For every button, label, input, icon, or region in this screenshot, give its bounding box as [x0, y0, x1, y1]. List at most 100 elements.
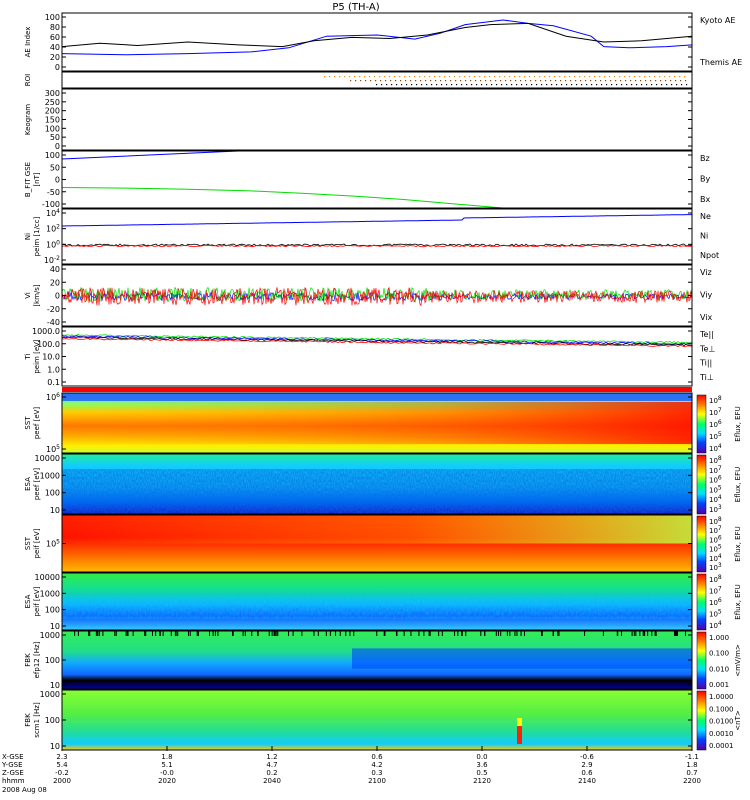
esa_i-ytick-label: 1000 — [40, 589, 60, 598]
roi-dot — [489, 76, 491, 78]
fbk-e-stripe — [159, 631, 161, 636]
roi-dot — [490, 80, 492, 82]
ae-ytick-label: 40 — [50, 43, 60, 52]
roi-dot — [639, 76, 641, 78]
roi-dot — [640, 80, 642, 82]
roi-dot — [606, 84, 608, 86]
roi-dot — [329, 76, 331, 78]
fbk-e-stripe — [506, 631, 508, 636]
roi-dot — [596, 84, 598, 86]
eflux-1-colorbar-tick: 107 — [709, 407, 722, 417]
ae-ytick-label: 80 — [50, 23, 60, 32]
roi-dot — [511, 84, 513, 86]
roi-dot — [385, 80, 387, 82]
roi-dot — [526, 84, 528, 86]
fbk-e-stripe — [631, 631, 633, 636]
roi-dot — [685, 80, 687, 82]
roi-dot — [394, 76, 396, 78]
eflux-1-colorbar-tick: 108 — [709, 395, 722, 405]
fbk-e-stripe — [313, 631, 315, 636]
temperature-legend-entry: Ti⊥ — [699, 373, 714, 382]
roi-dot — [545, 80, 547, 82]
fbk-e-stripe — [675, 631, 677, 636]
roi-dot — [425, 80, 427, 82]
nt-colorbar-tick: 0.0001 — [709, 742, 734, 750]
roi-dot — [324, 76, 326, 78]
roi-dot — [386, 84, 388, 86]
roi-dot — [599, 76, 601, 78]
roi-dot — [456, 84, 458, 86]
esa_e-ytick-label: 10000 — [35, 454, 60, 463]
time-row-value: 4.2 — [371, 761, 382, 769]
velocity-legend-entry: Vix — [700, 313, 713, 322]
bfield-ytick-label: 50 — [50, 163, 60, 172]
fbk-e-stripe — [552, 631, 554, 636]
roi-dot — [585, 80, 587, 82]
eflux-4-colorbar-tick: 104 — [709, 620, 722, 630]
fbk-e-stripe — [558, 631, 560, 636]
roi-dot — [344, 76, 346, 78]
fbk-e-stripe — [170, 631, 172, 636]
roi-dot — [560, 80, 562, 82]
roi-dot — [375, 80, 377, 82]
bfield-legend-entry: Bx — [700, 195, 710, 204]
eflux-3-colorbar-tick: 105 — [709, 544, 722, 554]
roi-dot — [600, 80, 602, 82]
fbk-e-stripe — [276, 631, 278, 636]
eflux-4-colorbar — [696, 573, 707, 631]
roi-dot — [655, 80, 657, 82]
fbk-e-stripe — [257, 631, 259, 636]
fbk-e-stripe — [196, 631, 198, 636]
fbk-e-stripe — [345, 631, 347, 636]
fbk-e-stripe — [177, 631, 179, 636]
roi-dot — [579, 76, 581, 78]
roi-dot — [645, 80, 647, 82]
time-row-value: 0.6 — [581, 769, 593, 777]
fbk-e-stripe — [197, 631, 199, 636]
fbk-e-stripe — [271, 631, 273, 636]
roi-dot — [604, 76, 606, 78]
roi-dot — [574, 76, 576, 78]
roi-dot — [556, 84, 558, 86]
eflux-2-colorbar — [696, 454, 707, 515]
figure-title: P5 (TH-A) — [332, 2, 379, 13]
fbk-e-stripe — [329, 631, 331, 636]
fbk-e-stripe — [438, 631, 440, 636]
fbk-e-stripe — [144, 631, 146, 636]
eflux-3-colorbar — [696, 515, 707, 573]
roi-dot — [571, 84, 573, 86]
roi-dot — [365, 80, 367, 82]
fbk-e-stripe — [339, 631, 341, 636]
fbk_e-yunit: efp12 [Hz] — [33, 641, 41, 678]
temperature-line — [61, 337, 692, 348]
temperature-legend-entry: Te⊥ — [699, 344, 715, 353]
mv-m-colorbar-tick: 0.100 — [709, 650, 729, 658]
roi-dot — [591, 84, 593, 86]
time-row-value: 0.2 — [266, 769, 277, 777]
temperature-ylabel: Ti — [24, 353, 32, 360]
eflux-3-colorbar-tick: 108 — [709, 516, 722, 526]
ae-ylabel: AE Index — [24, 27, 32, 58]
nt-colorbar-label: <nT> — [734, 710, 742, 731]
roi-dot — [405, 80, 407, 82]
density-legend-entry: Npot — [700, 251, 719, 260]
fbk-e-stripe — [480, 631, 482, 636]
roi-dot — [401, 84, 403, 86]
velocity-component-line — [61, 286, 693, 307]
roi-dot — [594, 76, 596, 78]
roi-dot — [469, 76, 471, 78]
roi-dot — [461, 84, 463, 86]
roi-dot — [570, 80, 572, 82]
eflux-3-colorbar-label: Eflux, EFU — [734, 526, 742, 561]
time-row-value: 2040 — [263, 777, 281, 785]
fbk-e-stripe — [500, 631, 502, 636]
fbk_b-ytick-label: 10 — [50, 742, 60, 751]
roi-dot — [650, 80, 652, 82]
time-row-value: 5.1 — [161, 761, 172, 769]
sst_i-ylabel: SST — [24, 536, 32, 550]
fbk-e-stripe — [633, 631, 635, 636]
roi-dot — [581, 84, 583, 86]
roi-dot — [486, 84, 488, 86]
fbk-b-burst-top — [517, 718, 522, 726]
eflux-4-colorbar-label: Eflux, EFU — [734, 584, 742, 619]
